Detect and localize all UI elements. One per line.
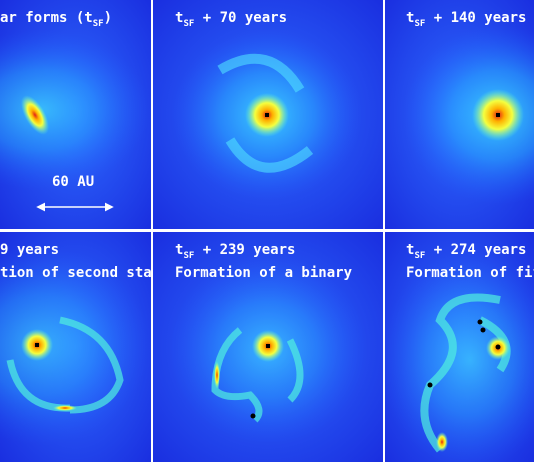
label-text: + 140 years bbox=[425, 10, 526, 26]
scale-label: 60 AU bbox=[52, 174, 94, 190]
label-text: + 70 years bbox=[194, 10, 287, 26]
label-text: + 239 years bbox=[194, 242, 295, 258]
panel-label: tSF + 239 years bbox=[175, 242, 295, 261]
panel-caption: Formation of fift bbox=[406, 265, 534, 281]
panel-caption: Formation of a binary bbox=[175, 265, 353, 281]
panel: 9 years tion of second star bbox=[0, 232, 160, 462]
panel-label: ar forms (tSF) bbox=[0, 10, 112, 29]
panel-label: 9 years bbox=[0, 242, 59, 258]
label-text: 9 years bbox=[0, 242, 59, 258]
panel-label: tSF + 274 years bbox=[406, 242, 526, 261]
label-text: t bbox=[175, 10, 183, 26]
label-subscript: SF bbox=[183, 251, 194, 261]
panel-caption: tion of second star bbox=[0, 265, 160, 281]
panel: tSF + 70 years bbox=[153, 0, 383, 229]
label-text: t bbox=[406, 242, 414, 258]
panel: tSF + 140 years bbox=[385, 0, 534, 229]
panel: tSF + 274 years Formation of fift bbox=[380, 232, 534, 462]
panel: tSF + 239 years Formation of a binary bbox=[153, 232, 383, 462]
label-text: ar forms (t bbox=[0, 10, 93, 26]
label-text: + 274 years bbox=[425, 242, 526, 258]
label-text: t bbox=[406, 10, 414, 26]
label-text: ) bbox=[104, 10, 112, 26]
label-subscript: SF bbox=[93, 19, 104, 29]
label-subscript: SF bbox=[414, 251, 425, 261]
panel-label: tSF + 70 years bbox=[175, 10, 287, 29]
label-text: t bbox=[175, 242, 183, 258]
panel: ar forms (tSF) 60 AU bbox=[0, 0, 151, 229]
label-subscript: SF bbox=[414, 19, 425, 29]
panel-label: tSF + 140 years bbox=[406, 10, 526, 29]
label-subscript: SF bbox=[183, 19, 194, 29]
